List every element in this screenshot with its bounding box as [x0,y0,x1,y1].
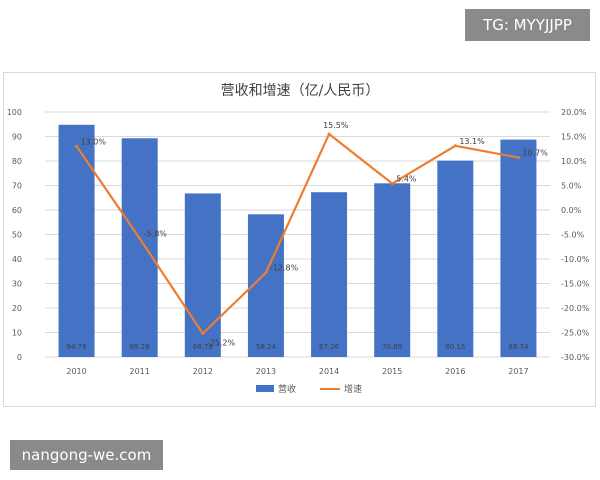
y-right-tick-label: -5.0% [561,231,585,240]
y-right-tick-label: 15.0% [561,133,587,142]
growth-data-label: 5.4% [396,175,417,184]
growth-point [75,144,79,148]
y-left-tick-label: 100 [7,108,22,117]
growth-data-label: -12.8% [270,264,299,273]
y-right-tick-label: -20.0% [561,304,590,313]
y-right-tick-label: -30.0% [561,353,590,362]
growth-point [453,144,457,148]
y-left-tick-label: 20 [12,304,22,313]
growth-data-label: -25.2% [207,338,236,347]
legend-bar-swatch [256,385,274,392]
y-right-tick-label: -10.0% [561,255,590,264]
bar-data-label: 88.74 [508,343,529,351]
bar-data-label: 80.15 [445,343,465,351]
bar [184,193,221,357]
bar-data-label: 66.76 [193,343,214,351]
bar [58,124,95,357]
y-right-tick-label: -15.0% [561,280,590,289]
bar-data-label: 94.78 [67,343,87,351]
x-tick-label: 2014 [319,367,339,376]
y-right-tick-label: 0.0% [561,206,582,215]
y-right-tick-label: 5.0% [561,182,582,191]
y-left-tick-label: 30 [12,280,22,289]
growth-line [75,132,519,335]
x-tick-label: 2012 [193,367,213,376]
x-tick-label: 2010 [66,367,86,376]
growth-point [390,182,394,186]
chart-frame [3,72,596,407]
growth-data-label: 10.7% [522,149,548,158]
growth-data-label: 15.5% [323,121,349,130]
y-left-tick-label: 10 [12,329,22,338]
x-tick-label: 2017 [508,367,528,376]
bar-data-label: 67.26 [319,343,340,351]
y-right-tick-label: -25.0% [561,329,590,338]
y-left-tick-label: 50 [12,231,22,240]
y-left-tick-label: 40 [12,255,22,264]
growth-data-label: -5.8% [144,229,168,238]
y-left-tick-label: 60 [12,206,22,215]
legend-line-label: 增速 [344,383,362,395]
growth-data-label: 13.0% [81,137,107,146]
watermark-bottom: nangong-we.com [10,440,163,470]
y-left-tick-label: 80 [12,157,22,166]
y-left-tick-label: 0 [17,353,22,362]
bar-data-label: 58.24 [256,343,277,351]
growth-data-label: 13.1% [459,137,485,146]
watermark-top: TG: MYYJJPP [465,9,590,41]
growth-point [138,236,142,240]
x-tick-label: 2011 [130,367,150,376]
chart-title: 营收和增速（亿/人民币） [220,83,380,99]
bar-data-label: 89.28 [130,343,150,351]
y-left-tick-label: 90 [12,133,22,142]
growth-point [516,156,520,160]
bar [374,183,411,357]
x-tick-label: 2015 [382,367,402,376]
legend-bar-label: 营收 [278,383,296,395]
x-tick-label: 2016 [445,367,465,376]
growth-point [327,132,331,136]
y-left-tick-label: 70 [12,182,22,191]
y-right-tick-label: 10.0% [561,157,587,166]
bar [437,160,474,357]
growth-point [201,331,205,335]
bar-data-label: 70.89 [382,343,402,351]
growth-point [264,271,268,275]
y-right-tick-label: 20.0% [561,108,587,117]
bar [311,192,348,357]
bar [500,139,537,357]
bar [121,138,158,357]
x-tick-label: 2013 [256,367,276,376]
